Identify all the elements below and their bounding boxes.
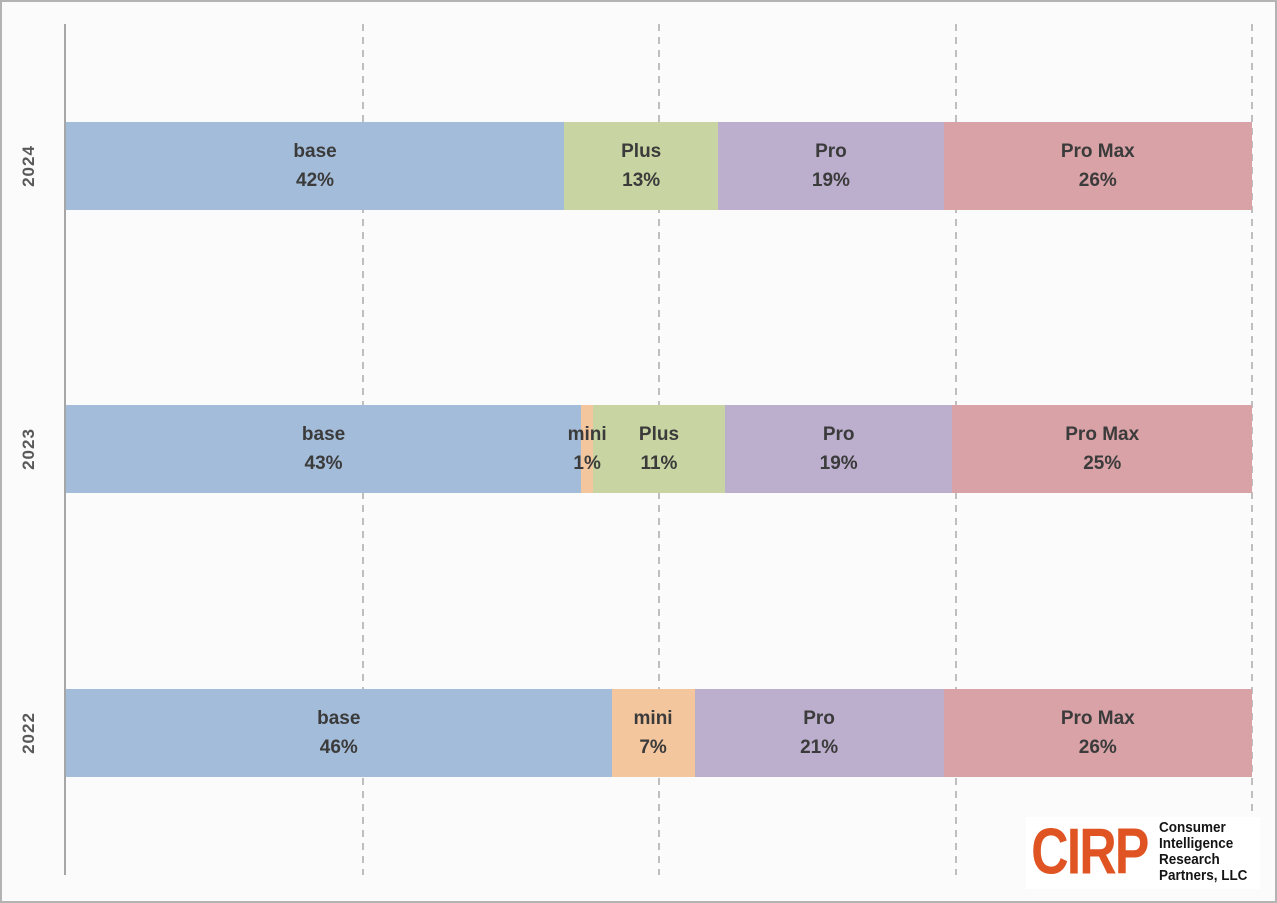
gridline-100pct: [1251, 24, 1253, 875]
segment-label: mini 1%: [567, 424, 607, 475]
bar-segment-mini: mini 7%: [611, 689, 695, 778]
bar-segment-plus: Plus 13%: [564, 121, 719, 210]
segment-label: Plus 13%: [621, 140, 662, 191]
year-label-2023: 2023: [19, 428, 38, 471]
bar-segment-mini: mini 1%: [568, 405, 607, 494]
bar-segment-pro-max: Pro Max 26%: [943, 689, 1252, 778]
plot-area: 2024 base 42% Plus 13% Pro 19% Pro Max 26% 2023 ba…: [19, 24, 1253, 875]
segment-label: Pro Max 26%: [1060, 140, 1135, 191]
year-label-2022: 2022: [19, 712, 38, 755]
segment-label: Pro 21%: [800, 708, 839, 759]
bar-segment-base: base 43%: [66, 405, 582, 494]
logo-text-line: Intelligence: [1158, 836, 1234, 853]
segment-label: Pro Max 25%: [1065, 424, 1140, 475]
bar-segment-pro-max: Pro Max 26%: [943, 121, 1252, 210]
segment-label: Pro 19%: [811, 140, 850, 191]
stacked-bar-2023: base 43% mini 1% Plus 11% Pro 19% Pro Max 25%: [66, 405, 1252, 494]
cirp-logo-abbr: CIRP: [1031, 816, 1149, 889]
segment-label: base 42%: [293, 140, 337, 191]
category-band-2024: 2024 base 42% Plus 13% Pro 19% Pro Max 26%: [19, 24, 1252, 308]
category-band-2022: 2022 base 46% mini 7% Pro 21% Pro Max 26%: [19, 591, 1252, 875]
bar-segment-pro: Pro 19%: [718, 121, 944, 210]
segment-label: base 43%: [301, 424, 346, 475]
stacked-bar-2024: base 42% Plus 13% Pro 19% Pro Max 26%: [66, 121, 1252, 210]
cirp-logo-text: Consumer Intelligence Research Partners,…: [1158, 820, 1248, 885]
logo-text-line: Partners, LLC: [1158, 868, 1248, 885]
segment-label: Pro 19%: [819, 424, 858, 475]
logo-text-line: Consumer: [1158, 820, 1226, 837]
segment-label: base 46%: [317, 708, 361, 759]
y-axis-line: [64, 24, 66, 875]
segment-label: mini 7%: [633, 708, 673, 759]
bar-segment-base: base 46%: [66, 689, 612, 778]
bar-segment-pro-max: Pro Max 25%: [952, 405, 1252, 494]
year-label-2024: 2024: [19, 144, 38, 187]
logo-text-line: Research: [1158, 852, 1220, 869]
bar-segment-pro: Pro 21%: [694, 689, 944, 778]
bar-segment-plus: Plus 11%: [593, 405, 725, 494]
cirp-logo: CIRP Consumer Intelligence Research Part…: [1026, 817, 1260, 889]
stacked-bar-2022: base 46% mini 7% Pro 21% Pro Max 26%: [66, 689, 1252, 778]
segment-label: Pro Max 26%: [1060, 708, 1135, 759]
category-band-2023: 2023 base 43% mini 1% Plus 11% Pro 19% Pro Max 25%: [19, 308, 1252, 592]
bar-segment-base: base 42%: [66, 121, 565, 210]
bar-segment-pro: Pro 19%: [724, 405, 953, 494]
segment-label: Plus 11%: [638, 424, 680, 475]
